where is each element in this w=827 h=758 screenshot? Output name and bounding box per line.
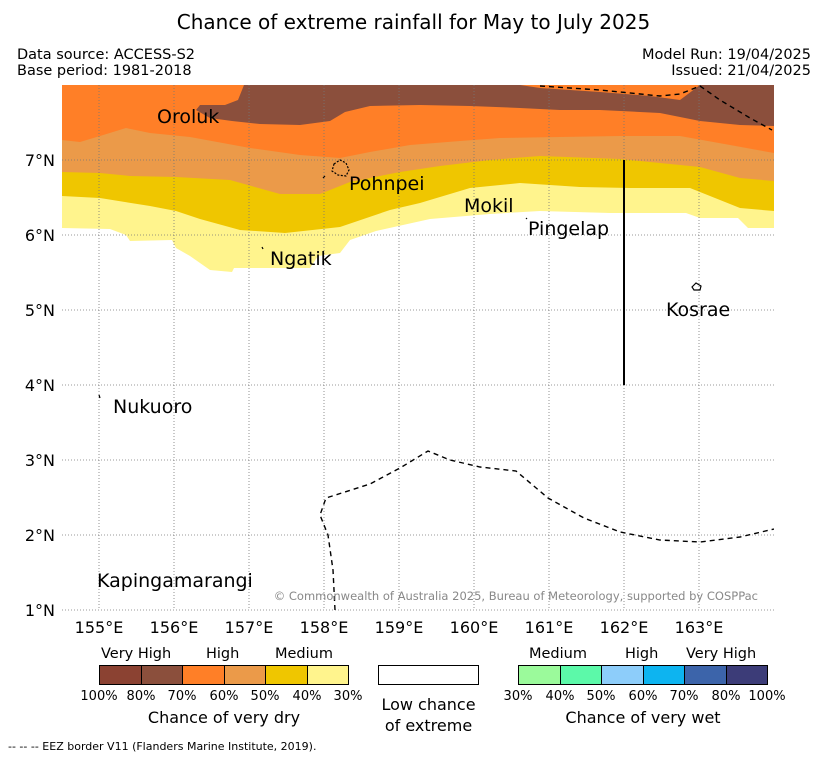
wet-legend-swatch-1 (519, 666, 561, 684)
dry-tick: 50% (250, 689, 280, 704)
wet-legend-colorbar (518, 665, 768, 685)
lat-label: 2°N (25, 526, 55, 545)
place-kosrae: Kosrae (666, 299, 730, 321)
wet-tick: 60% (628, 689, 658, 704)
wet-legend-very-high: Very High (686, 646, 757, 662)
lon-label: 155°E (75, 618, 124, 637)
dry-legend-swatch-6 (307, 666, 348, 684)
wet-legend-swatch-3 (602, 666, 644, 684)
chart-title: Chance of extreme rainfall for May to Ju… (176, 10, 651, 34)
kosrae-outline (691, 282, 702, 291)
wet-tick: 50% (586, 689, 616, 704)
rainfall-shading (62, 85, 774, 272)
wet-legend-swatch-5 (685, 666, 727, 684)
dry-legend-swatch-2 (141, 666, 183, 684)
low-chance-swatch (378, 665, 479, 685)
shade-dry-70-80 (196, 85, 774, 126)
lat-label: 3°N (25, 451, 55, 470)
dry-tick: 80% (126, 689, 156, 704)
place-mokil: Mokil (464, 195, 514, 217)
low-chance-line2: of extreme (384, 716, 473, 735)
longitude-labels: 155°E 156°E 157°E 158°E 159°E 160°E 161°… (75, 618, 724, 637)
lon-label: 158°E (300, 618, 349, 637)
pohnpei-outline (331, 159, 350, 177)
dry-tick: 60% (209, 689, 239, 704)
dry-tick: 40% (292, 689, 322, 704)
dry-legend-colorbar (99, 665, 349, 685)
wet-legend-title: Chance of very wet (565, 708, 721, 727)
lat-label: 1°N (25, 601, 55, 620)
wet-legend-medium: Medium (529, 646, 587, 662)
place-oroluk: Oroluk (157, 106, 219, 128)
copyright-notice: © Commonwealth of Australia 2025, Bureau… (274, 589, 758, 603)
dry-legend-swatch-1 (100, 666, 142, 684)
lon-label: 156°E (150, 618, 199, 637)
place-ngatik: Ngatik (270, 248, 332, 270)
lon-label: 163°E (675, 618, 724, 637)
base-period-label: Base period: 1981-2018 (17, 63, 192, 79)
low-chance-line1: Low chance (381, 695, 476, 714)
model-run-label: Model Run: 19/04/2025 (641, 47, 811, 63)
lon-label: 162°E (600, 618, 649, 637)
place-nukuoro: Nukuoro (113, 396, 192, 418)
island-outlines (98, 159, 702, 399)
dry-tick: 30% (333, 689, 363, 704)
dry-legend-high: High (206, 646, 240, 662)
place-labels: Oroluk Pohnpei Mokil Pingelap Ngatik Kos… (97, 106, 730, 592)
wet-legend-high: High (625, 646, 659, 662)
wet-tick: 40% (545, 689, 575, 704)
dry-legend-swatch-3 (183, 666, 225, 684)
dry-tick: 100% (80, 689, 118, 704)
lat-label: 7°N (25, 151, 55, 170)
dry-legend-swatch-4 (224, 666, 266, 684)
lon-label: 159°E (375, 618, 424, 637)
dry-legend-title: Chance of very dry (147, 708, 301, 727)
place-kapingamarangi: Kapingamarangi (97, 570, 253, 592)
wet-tick: 30% (503, 689, 533, 704)
dry-legend-swatch-5 (266, 666, 308, 684)
data-source-label: Data source: ACCESS-S2 (17, 47, 196, 63)
eez-footnote: -- -- -- EEZ border V11 (Flanders Marine… (8, 740, 317, 753)
lat-label: 4°N (25, 376, 55, 395)
dry-tick: 70% (167, 689, 197, 704)
lon-label: 161°E (525, 618, 574, 637)
eez-borders (319, 85, 774, 610)
lat-label: 5°N (25, 301, 55, 320)
wet-tick: 100% (748, 689, 786, 704)
latitude-labels: 7°N 6°N 5°N 4°N 3°N 2°N 1°N (25, 151, 55, 620)
wet-legend-swatch-2 (560, 666, 602, 684)
dry-legend-medium: Medium (275, 646, 333, 662)
wet-tick: 80% (711, 689, 741, 704)
place-pohnpei: Pohnpei (349, 173, 425, 195)
wet-legend-swatch-4 (643, 666, 685, 684)
lat-label: 6°N (25, 226, 55, 245)
wet-tick: 70% (669, 689, 699, 704)
low-chance-title: Low chance of extreme (360, 694, 497, 736)
lon-label: 157°E (225, 618, 274, 637)
wet-legend-swatch-6 (726, 666, 767, 684)
dry-legend-very-high: Very High (101, 646, 172, 662)
issued-label: Issued: 21/04/2025 (671, 63, 811, 79)
place-pingelap: Pingelap (528, 218, 609, 240)
lon-label: 160°E (450, 618, 499, 637)
